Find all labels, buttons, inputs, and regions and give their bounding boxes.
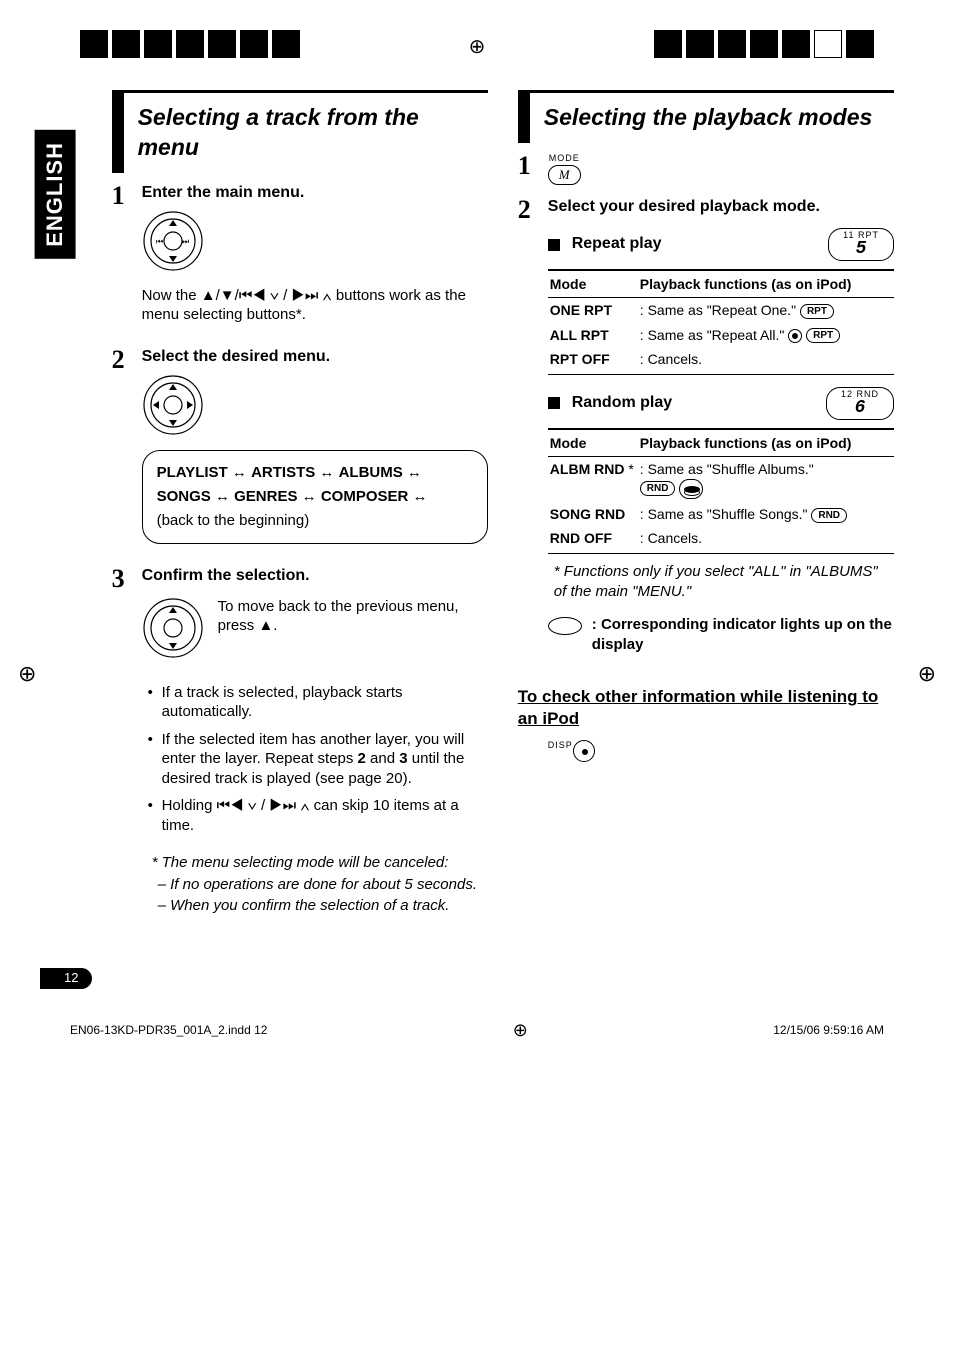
table-row: RND OFF: Cancels. [548,526,894,554]
center-mark-icon: ⊕ [513,1019,528,1042]
reg-squares-right [654,30,874,58]
reg-squares-left [80,30,300,58]
navpad-icon: ⏮ ⏭ [142,210,488,276]
crop-marks-top: ⊕ [0,20,954,80]
mode-button-icon: MODE M [548,153,581,186]
language-tab: ENGLISH [35,130,76,259]
side-mark-right-icon: ⊕ [918,660,936,689]
section-head-right: Selecting the playback modes [518,90,894,143]
repeat-table: Mode Playback functions (as on iPod) ONE… [548,269,894,375]
lcd-display-icon: 12 RND 6 [826,387,894,420]
list-item: Holding ⏮◀ ∨ / ▶⏭ ∧ can skip 10 items at… [146,796,488,835]
pill-badge: RND [640,481,676,496]
table-header: Mode [548,429,638,457]
step-3: 3 Confirm the selection. To move back to… [112,566,488,916]
repeat-play-block: Repeat play 11 RPT 5 Mode Playback funct… [548,224,894,375]
step-2: 2 Select the desired menu. PLAYLIST [112,347,488,554]
r-step-1: 1 MODE M [518,153,894,186]
random-title: Random play [572,394,672,411]
step3-bullets: If a track is selected, playback starts … [142,683,488,836]
disc-stack-icon [679,479,703,499]
step-title: Enter the main menu. [142,183,488,204]
table-row: ALBM RND *: Same as "Shuffle Albums."RND [548,457,894,502]
pill-badge: RND [811,508,847,523]
subsection-title: To check other information while listeni… [518,686,894,730]
step-title: Select the desired menu. [142,347,488,368]
table-row: RPT OFF: Cancels. [548,347,894,375]
section-head-left: Selecting a track from the menu [112,90,488,173]
step-number: 2 [112,347,132,554]
table-header: Playback functions (as on iPod) [638,429,894,457]
random-footnote: * Functions only if you select "ALL" in … [548,562,894,601]
indicator-note: : Corresponding indicator lights up on t… [548,615,894,654]
list-item: If a track is selected, playback starts … [146,683,488,722]
footer: EN06-13KD-PDR35_001A_2.indd 12 ⊕ 12/15/0… [0,989,954,1066]
list-item: If the selected item has another layer, … [146,730,488,789]
table-row: SONG RND: Same as "Shuffle Songs." RND [548,502,894,526]
step1-note: Now the ▲/▼/⏮◀ ∨ / ▶⏭ ∧ buttons work as … [142,286,488,325]
menu-flow-tail: (back to the beginning) [157,512,310,529]
footer-left: EN06-13KD-PDR35_001A_2.indd 12 [70,1023,267,1039]
step-title: Select your desired playback mode. [548,197,894,218]
pill-badge: RPT [806,328,840,343]
column-left: Selecting a track from the menu 1 Enter … [112,90,488,928]
step-number: 1 [112,183,132,335]
table-row: ONE RPT: Same as "Repeat One." RPT [548,298,894,323]
svg-text:⏭: ⏭ [182,237,189,246]
menu-flow-box: PLAYLIST ↔ ARTISTS ↔ ALBUMS ↔ SONGS ↔ GE… [142,450,488,544]
step-number: 1 [518,153,538,186]
side-mark-left-icon: ⊕ [18,660,36,689]
table-row: ALL RPT: Same as "Repeat All." RPT [548,323,894,347]
page-number-tab: 12 [40,968,92,989]
step3-side-text: To move back to the previous menu, press… [218,597,488,636]
svg-text:⏮: ⏮ [156,237,163,246]
disp-button-icon: DISP [548,740,595,762]
r-step-2: 2 Select your desired playback mode. Rep… [518,197,894,668]
lcd-display-icon: 11 RPT 5 [828,228,894,261]
table-header: Playback functions (as on iPod) [638,270,894,298]
center-mark-icon: ⊕ [469,34,486,60]
square-bullet-icon [548,239,560,251]
repeat-title: Repeat play [572,235,662,252]
step-number: 3 [112,566,132,916]
section-title-left: Selecting a track from the menu [138,103,478,163]
column-right: Selecting the playback modes 1 MODE M 2 … [518,90,894,928]
navpad-icon [142,597,204,663]
footer-right: 12/15/06 9:59:16 AM [773,1023,884,1039]
step-1: 1 Enter the main menu. ⏮ ⏭ Now the ▲/ [112,183,488,335]
step-title: Confirm the selection. [142,566,488,587]
navpad-icon [142,374,488,440]
table-header: Mode [548,270,638,298]
random-play-block: Random play 12 RND 6 Mode Playback funct… [548,383,894,554]
disc-icon [788,329,802,343]
pill-badge: RPT [800,304,834,319]
square-bullet-icon [548,397,560,409]
step3-ast-note: * The menu selecting mode will be cancel… [142,853,488,916]
step-number: 2 [518,197,538,668]
section-title-right: Selecting the playback modes [544,103,884,133]
oval-indicator-icon [548,617,582,635]
random-table: Mode Playback functions (as on iPod) ALB… [548,428,894,554]
